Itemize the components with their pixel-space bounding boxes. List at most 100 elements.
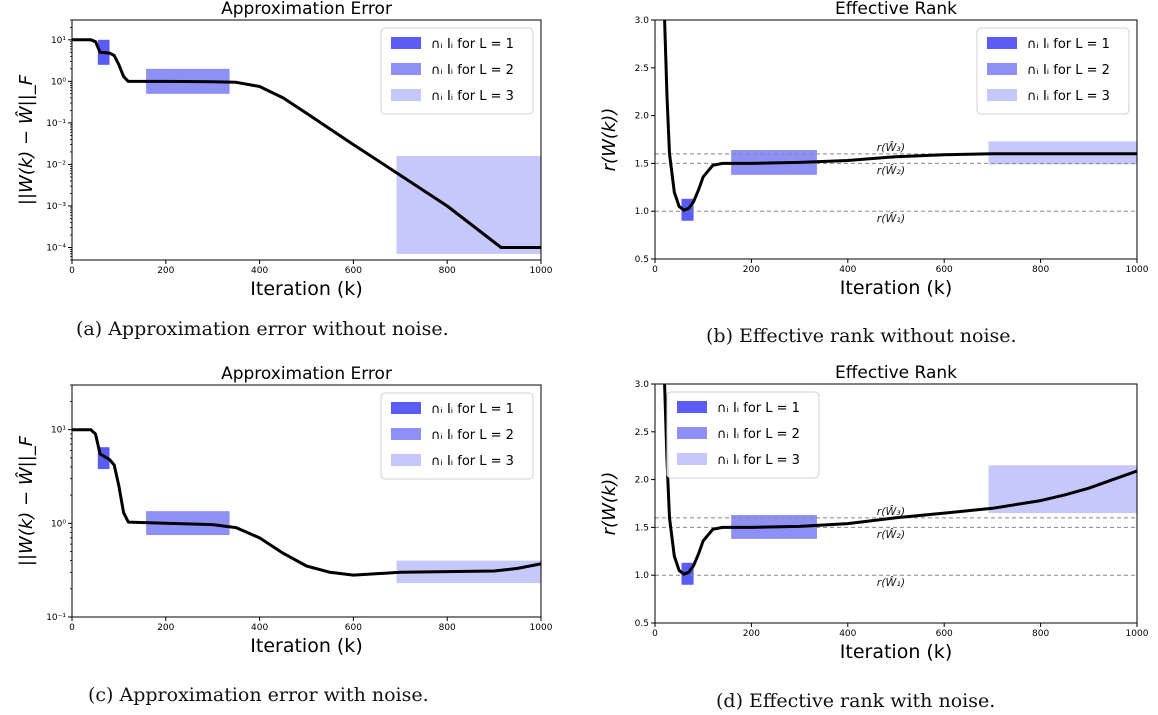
x-tick-label: 400 (839, 265, 856, 275)
x-tick-label: 800 (439, 623, 456, 633)
legend-label: ∩ᵢ Iᵢ for L = 3 (1027, 89, 1110, 104)
chart-b: r(Ŵ₃) r(Ŵ₂) r(Ŵ₁) 0 200 400 600 800 1000 0.5 1.0 1.… (599, 0, 1149, 299)
y-tick-label: 1.0 (635, 207, 650, 217)
x-tick-label: 800 (439, 266, 456, 276)
x-tick-label: 200 (743, 265, 760, 275)
series-line (72, 38, 541, 249)
legend-swatch-L2 (391, 63, 421, 75)
x-tick-label: 0 (652, 265, 658, 275)
x-tick-label: 1000 (1126, 629, 1149, 639)
legend-label: ∩ᵢ Iᵢ for L = 2 (431, 63, 514, 78)
x-tick-label: 200 (157, 623, 174, 633)
chart-title: Effective Rank (835, 0, 957, 19)
legend-swatch-L3 (391, 454, 421, 466)
y-tick-label: 3.0 (635, 380, 650, 390)
x-axis-label: Iteration (k) (840, 277, 952, 299)
legend-label: ∩ᵢ Iᵢ for L = 1 (717, 401, 800, 416)
x-tick-label: 200 (157, 266, 174, 276)
x-tick-label: 600 (936, 265, 953, 275)
legend-swatch-L1 (391, 37, 421, 49)
plot-frame (654, 383, 1138, 624)
x-tick-label: 400 (251, 266, 268, 276)
y-tick-label: 10⁻¹ (46, 613, 66, 623)
y-tick-label: 10¹ (51, 36, 66, 46)
y-tick-label: 0.5 (635, 619, 649, 629)
plot-frame (71, 19, 542, 261)
caption-b: (b) Effective rank without noise. (706, 325, 1017, 347)
chart-a: 0 200 400 600 800 1000 10⁻⁴ 10⁻³ 10⁻² 10⁻¹ 10⁰ 10¹ A… (15, 0, 553, 300)
legend-label: ∩ᵢ Iᵢ for L = 3 (431, 89, 514, 104)
caption-c: (c) Approximation error with noise. (88, 684, 429, 706)
y-axis-label: r(W(k)) (599, 472, 620, 536)
region-L1 (97, 447, 110, 470)
y-tick-label: 1.5 (635, 159, 649, 169)
plot-frame (654, 19, 1138, 260)
x-tick-label: 0 (69, 266, 75, 276)
y-tick-label: 10⁻⁴ (46, 243, 66, 253)
x-tick-label: 1000 (530, 623, 553, 633)
legend-swatch-L3 (677, 453, 707, 465)
legend-swatch-L3 (391, 89, 421, 101)
reference-label: r(Ŵ₂) (877, 164, 905, 177)
x-tick-label: 0 (652, 629, 658, 639)
y-tick-label: 10⁻² (46, 160, 66, 170)
caption-a: (a) Approximation error without noise. (76, 318, 449, 340)
chart-title: Approximation Error (221, 0, 392, 19)
y-tick-label: 1.0 (635, 571, 650, 581)
legend-swatch-L1 (391, 402, 421, 414)
y-tick-label: 1.5 (635, 523, 649, 533)
plot-frame (71, 384, 542, 618)
legend-swatch-L2 (677, 427, 707, 439)
x-tick-label: 1000 (1126, 265, 1149, 275)
y-tick-label: 0.5 (635, 255, 649, 265)
reference-label: r(Ŵ₂) (877, 528, 905, 541)
chart-title: Approximation Error (221, 364, 392, 384)
y-axis-label: ||W(k) − Ŵ||_F (15, 435, 37, 566)
y-tick-label: 2.5 (635, 64, 649, 74)
legend-label: ∩ᵢ Iᵢ for L = 1 (431, 37, 514, 52)
x-tick-label: 800 (1032, 629, 1049, 639)
y-tick-label: 10¹ (51, 426, 66, 436)
chart-title: Effective Rank (835, 363, 957, 383)
y-tick-label: 3.0 (635, 16, 650, 26)
region-L3 (396, 155, 541, 254)
x-tick-label: 1000 (530, 266, 553, 276)
legend-swatch-L3 (987, 89, 1017, 101)
x-tick-label: 600 (936, 629, 953, 639)
legend-swatch-L2 (987, 63, 1017, 75)
legend-label: ∩ᵢ Iᵢ for L = 3 (717, 453, 800, 468)
reference-label: r(Ŵ₁) (877, 576, 905, 589)
series-line (663, 384, 1137, 576)
x-axis-label: Iteration (k) (840, 641, 952, 663)
legend-label: ∩ᵢ Iᵢ for L = 3 (431, 454, 514, 469)
x-tick-label: 200 (743, 629, 760, 639)
legend-label: ∩ᵢ Iᵢ for L = 2 (431, 428, 514, 443)
reference-label: r(Ŵ₃) (877, 141, 905, 154)
y-axis-label: r(W(k)) (599, 108, 620, 172)
y-tick-label: 10⁻³ (46, 202, 66, 212)
x-tick-label: 800 (1032, 265, 1049, 275)
x-axis-label: Iteration (k) (250, 278, 362, 300)
chart-c: 0 200 400 600 800 1000 10⁻¹ 10⁰ 10¹ Approximation… (15, 364, 553, 657)
legend-label: ∩ᵢ Iᵢ for L = 2 (717, 427, 800, 442)
legend-swatch-L2 (391, 428, 421, 440)
x-axis-label: Iteration (k) (250, 635, 362, 657)
x-tick-label: 400 (251, 623, 268, 633)
x-tick-label: 600 (345, 266, 362, 276)
legend-swatch-L1 (987, 37, 1017, 49)
y-tick-label: 2.0 (635, 476, 650, 486)
reference-label: r(Ŵ₁) (877, 212, 905, 225)
legend-label: ∩ᵢ Iᵢ for L = 2 (1027, 63, 1110, 78)
series-line (663, 20, 1137, 212)
x-tick-label: 400 (839, 629, 856, 639)
legend-swatch-L1 (677, 401, 707, 413)
y-tick-label: 10⁻¹ (46, 119, 66, 129)
y-tick-label: 2.0 (635, 112, 650, 122)
y-tick-label: 2.5 (635, 428, 649, 438)
y-axis-label: ||W(k) − Ŵ||_F (15, 74, 37, 205)
y-tick-label: 10⁰ (51, 519, 66, 529)
reference-label: r(Ŵ₃) (877, 505, 905, 518)
y-tick-label: 10⁰ (51, 77, 66, 87)
series-line (72, 428, 541, 577)
